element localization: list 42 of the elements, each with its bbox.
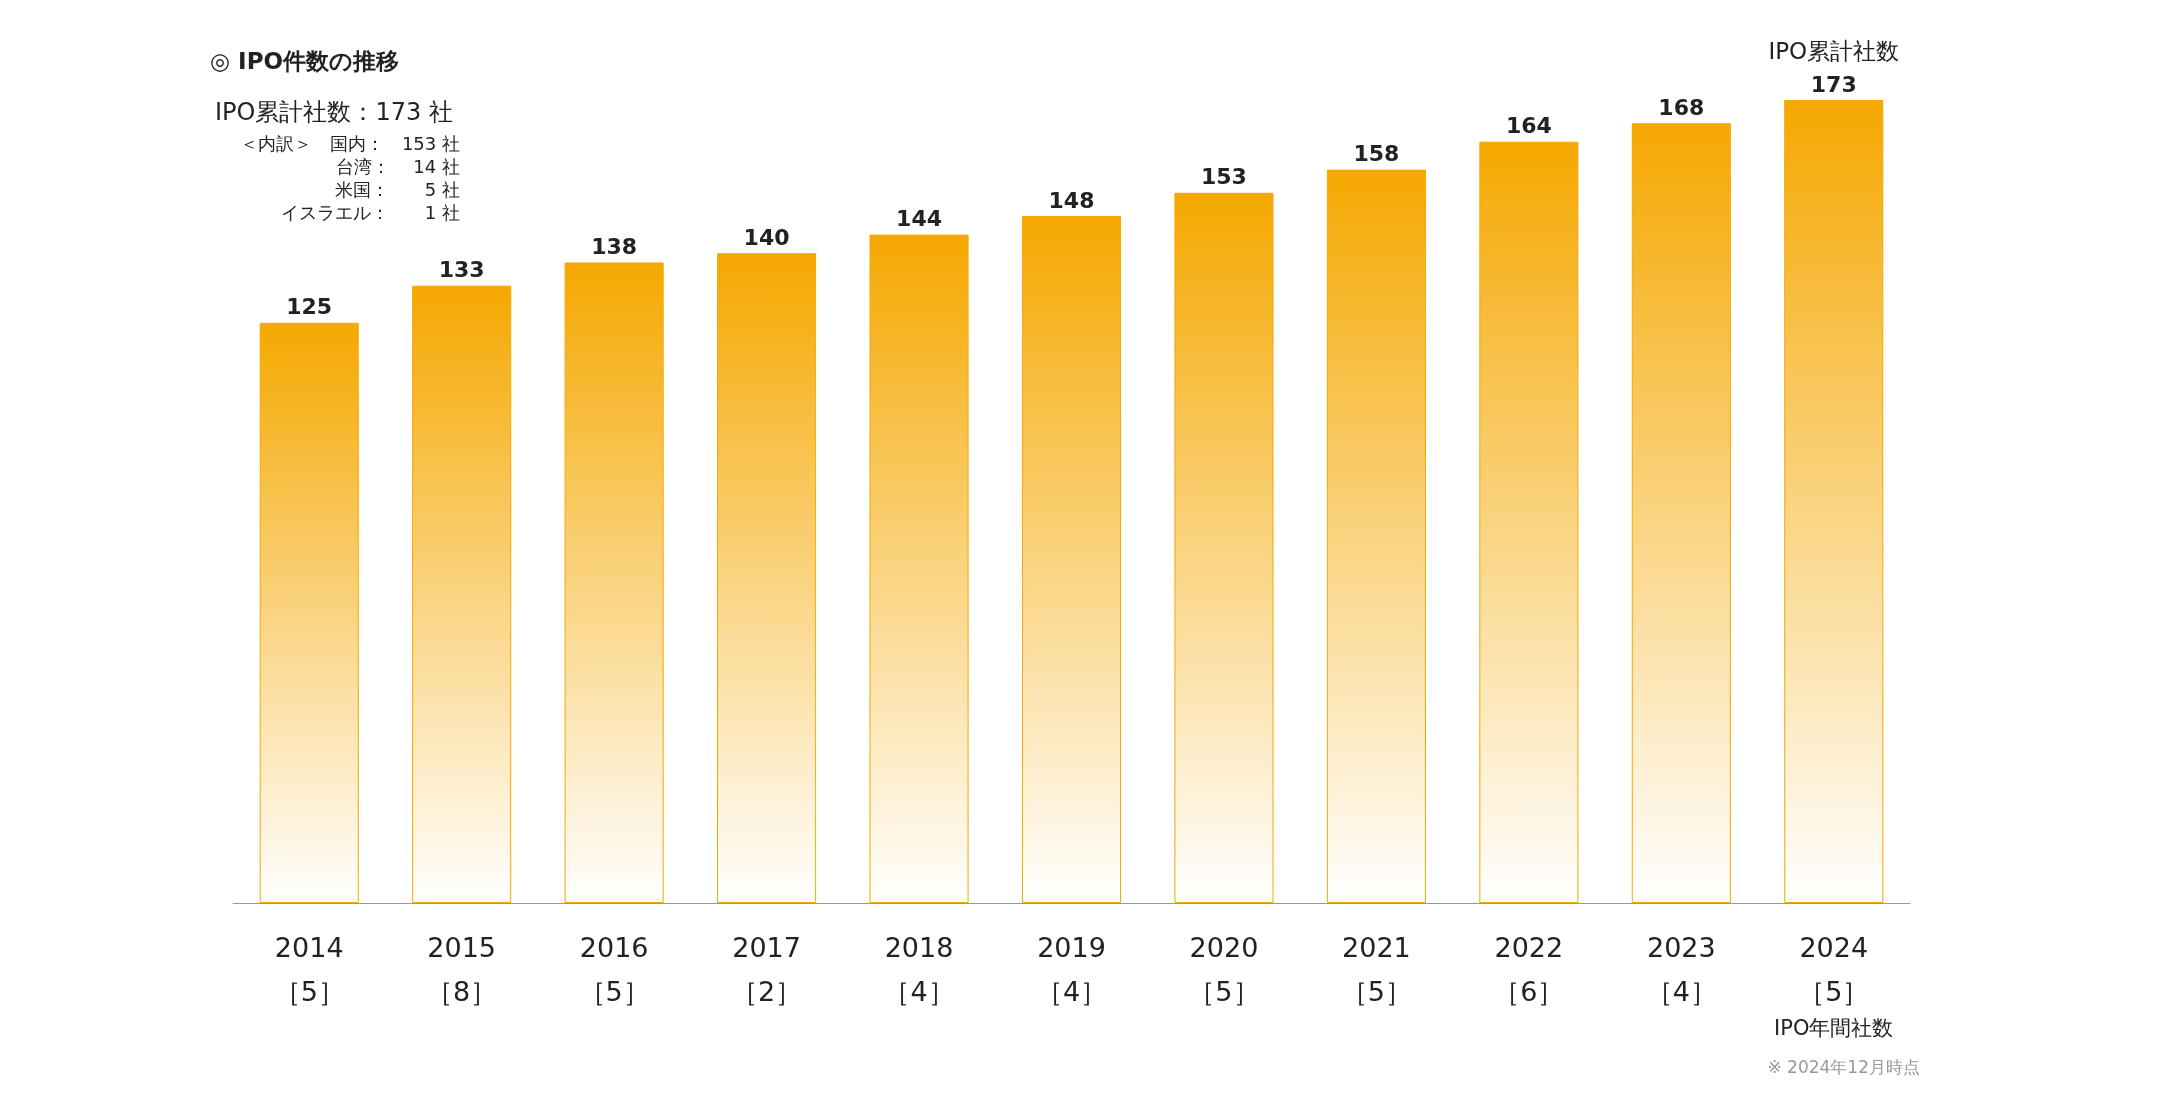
data-label: 173 bbox=[1810, 71, 1857, 97]
annotation: 台湾： 14 社 bbox=[335, 155, 460, 177]
data-label: 168 bbox=[1658, 94, 1705, 120]
x-tick-label: 2017 ［2］ bbox=[731, 931, 803, 1007]
x-tick-label: 2016 ［5］ bbox=[578, 931, 650, 1007]
x-tick-label: 2023 ［4］ bbox=[1645, 931, 1717, 1007]
bar bbox=[259, 322, 359, 903]
text: IPO年間社数 bbox=[1774, 1016, 1894, 1040]
bar bbox=[564, 262, 664, 903]
x-tick-label: 2024 ［5］ bbox=[1798, 931, 1870, 1007]
bar bbox=[1631, 123, 1731, 903]
data-label: 138 bbox=[591, 233, 638, 259]
data-label: 158 bbox=[1353, 141, 1400, 167]
text: ※ 2024年12月時点 bbox=[1767, 1056, 1920, 1077]
annotation: イスラエル： 1 社 bbox=[280, 201, 460, 223]
bar bbox=[1326, 169, 1426, 903]
bar bbox=[1174, 192, 1274, 903]
data-label: 164 bbox=[1505, 113, 1552, 139]
text: IPO累計社数 bbox=[1768, 37, 1900, 64]
data-label: 140 bbox=[743, 224, 790, 250]
annotation: 米国： 5 社 bbox=[334, 178, 460, 200]
bar bbox=[1784, 100, 1884, 903]
data-label: 148 bbox=[1048, 187, 1095, 213]
x-tick-label: 2018 ［4］ bbox=[883, 931, 955, 1007]
data-label: 133 bbox=[438, 257, 485, 283]
bar bbox=[1021, 216, 1122, 903]
bar bbox=[717, 253, 817, 903]
data-label: 153 bbox=[1200, 164, 1247, 190]
bar bbox=[412, 285, 512, 903]
bar bbox=[869, 234, 969, 903]
annotation: ＜内訳＞ 国内： 153 社 bbox=[239, 132, 460, 154]
x-tick-label: 2015 ［8］ bbox=[426, 931, 498, 1007]
x-tick-label: 2020 ［5］ bbox=[1188, 931, 1260, 1007]
data-label: 125 bbox=[286, 294, 333, 320]
data-label: 144 bbox=[896, 206, 943, 232]
x-tick-label: 2014 ［5］ bbox=[273, 931, 345, 1007]
chart-title: ◎ IPO件数の推移 bbox=[210, 47, 400, 74]
annotation: IPO累計社数：173 社 bbox=[215, 98, 453, 126]
x-tick-label: 2019 ［4］ bbox=[1035, 931, 1108, 1007]
x-tick-label: 2022 ［6］ bbox=[1493, 931, 1565, 1007]
x-tick-label: 2021 ［5］ bbox=[1340, 931, 1412, 1007]
bar bbox=[1479, 141, 1579, 903]
